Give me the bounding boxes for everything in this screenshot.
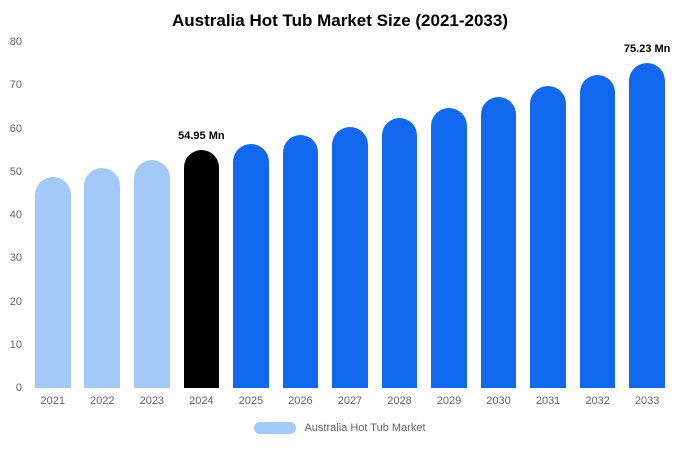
bar-2031[interactable] bbox=[530, 86, 566, 388]
bar-2021[interactable] bbox=[34, 176, 71, 388]
legend-item[interactable]: Australia Hot Tub Market bbox=[0, 414, 680, 442]
x-axis-label: 2025 bbox=[238, 395, 264, 407]
x-axis-label: 2022 bbox=[90, 395, 115, 407]
y-axis-tick-label: 0 bbox=[15, 382, 22, 394]
bar-column: 54.95 Mn bbox=[177, 42, 227, 388]
bar-column bbox=[325, 42, 375, 388]
bar-2026[interactable] bbox=[282, 135, 319, 388]
bar-2024[interactable]: 54.95 Mn bbox=[178, 130, 225, 388]
bar-2030[interactable] bbox=[480, 97, 517, 388]
bar-column bbox=[276, 42, 326, 388]
bar-2022[interactable] bbox=[84, 168, 121, 388]
y-axis-tick-label: 70 bbox=[9, 79, 22, 92]
bar-column bbox=[375, 42, 425, 388]
x-axis-label: 2031 bbox=[535, 395, 561, 407]
x-axis-label: 2029 bbox=[436, 395, 462, 407]
bar-2028[interactable] bbox=[381, 117, 418, 388]
bar-column bbox=[573, 42, 623, 388]
y-axis-tick-label: 60 bbox=[9, 122, 22, 135]
y-axis-tick-label: 80 bbox=[9, 36, 22, 48]
legend-label: Australia Hot Tub Market bbox=[304, 422, 426, 434]
bar-column bbox=[424, 42, 474, 388]
bar-value-label: 54.95 Mn bbox=[178, 130, 225, 143]
x-axis-label: 2032 bbox=[585, 395, 610, 407]
bar-2023[interactable] bbox=[134, 160, 170, 388]
y-axis: 0 10 20 30 40 50 60 70 80 bbox=[0, 36, 28, 394]
bar-2033[interactable]: 75.23 Mn bbox=[624, 43, 670, 388]
bar-column bbox=[78, 42, 128, 388]
y-axis-tick-label: 30 bbox=[9, 252, 22, 265]
chart-title: Australia Hot Tub Market Size (2021-2033… bbox=[171, 11, 508, 30]
bar-2029[interactable] bbox=[431, 107, 467, 388]
x-axis-label: 2033 bbox=[634, 395, 660, 407]
bar-column: 75.23 Mn bbox=[622, 42, 672, 388]
x-axis-label: 2023 bbox=[139, 395, 165, 407]
x-axis-label: 2021 bbox=[40, 395, 65, 407]
bar-column bbox=[523, 42, 573, 388]
bar-column bbox=[28, 42, 78, 388]
x-axis-label: 2024 bbox=[189, 395, 214, 407]
plot-area: 54.95 Mn 75.23 Mn bbox=[28, 42, 672, 388]
y-axis-tick-label: 50 bbox=[9, 165, 22, 178]
x-axis-label: 2026 bbox=[288, 395, 313, 407]
bar-column bbox=[127, 42, 177, 388]
bar-2032[interactable] bbox=[579, 74, 616, 388]
legend-swatch bbox=[254, 422, 297, 434]
y-axis-tick-label: 20 bbox=[9, 295, 22, 308]
bar-2027[interactable] bbox=[332, 126, 368, 388]
chart-body: 0 10 20 30 40 50 60 70 80 54.95 Mn 75.23 Mn bbox=[0, 36, 680, 394]
bar-column bbox=[226, 42, 276, 388]
y-axis-tick-label: 10 bbox=[9, 338, 22, 351]
bar-column bbox=[474, 42, 524, 388]
x-axis-label: 2028 bbox=[387, 395, 412, 407]
bar-2025[interactable] bbox=[233, 144, 269, 388]
bar-value-label: 75.23 Mn bbox=[623, 42, 671, 55]
y-axis-tick-label: 40 bbox=[9, 209, 22, 221]
x-axis-label: 2027 bbox=[337, 395, 363, 407]
x-axis-label: 2030 bbox=[486, 395, 511, 407]
x-axis: 2021 2022 2023 2024 2025 2026 2027 2028 2029 2030… bbox=[0, 388, 680, 414]
